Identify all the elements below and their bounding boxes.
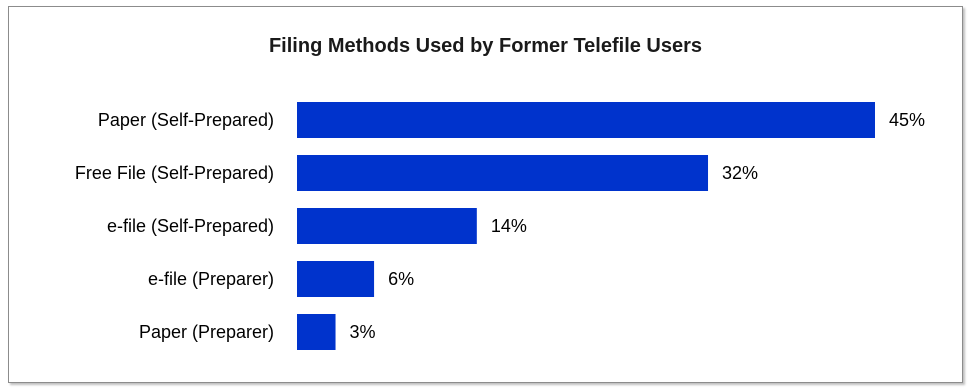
chart-frame: Filing Methods Used by Former Telefile U…	[8, 6, 963, 383]
bar	[297, 102, 875, 138]
data-label: 45%	[889, 110, 925, 130]
category-label: e-file (Self-Prepared)	[107, 216, 274, 236]
bar	[297, 314, 336, 350]
data-label: 3%	[350, 322, 376, 342]
data-label: 6%	[388, 269, 414, 289]
bar	[297, 208, 477, 244]
chart-title: Filing Methods Used by Former Telefile U…	[268, 35, 703, 57]
bar	[297, 261, 375, 297]
category-label: e-file (Preparer)	[148, 269, 274, 289]
category-label: Free File (Self-Prepared)	[75, 163, 274, 183]
data-label: 14%	[491, 216, 527, 236]
category-label: Paper (Preparer)	[139, 322, 274, 342]
data-label: 32%	[722, 163, 758, 183]
bar	[297, 155, 709, 191]
category-label: Paper (Self-Prepared)	[98, 110, 274, 130]
